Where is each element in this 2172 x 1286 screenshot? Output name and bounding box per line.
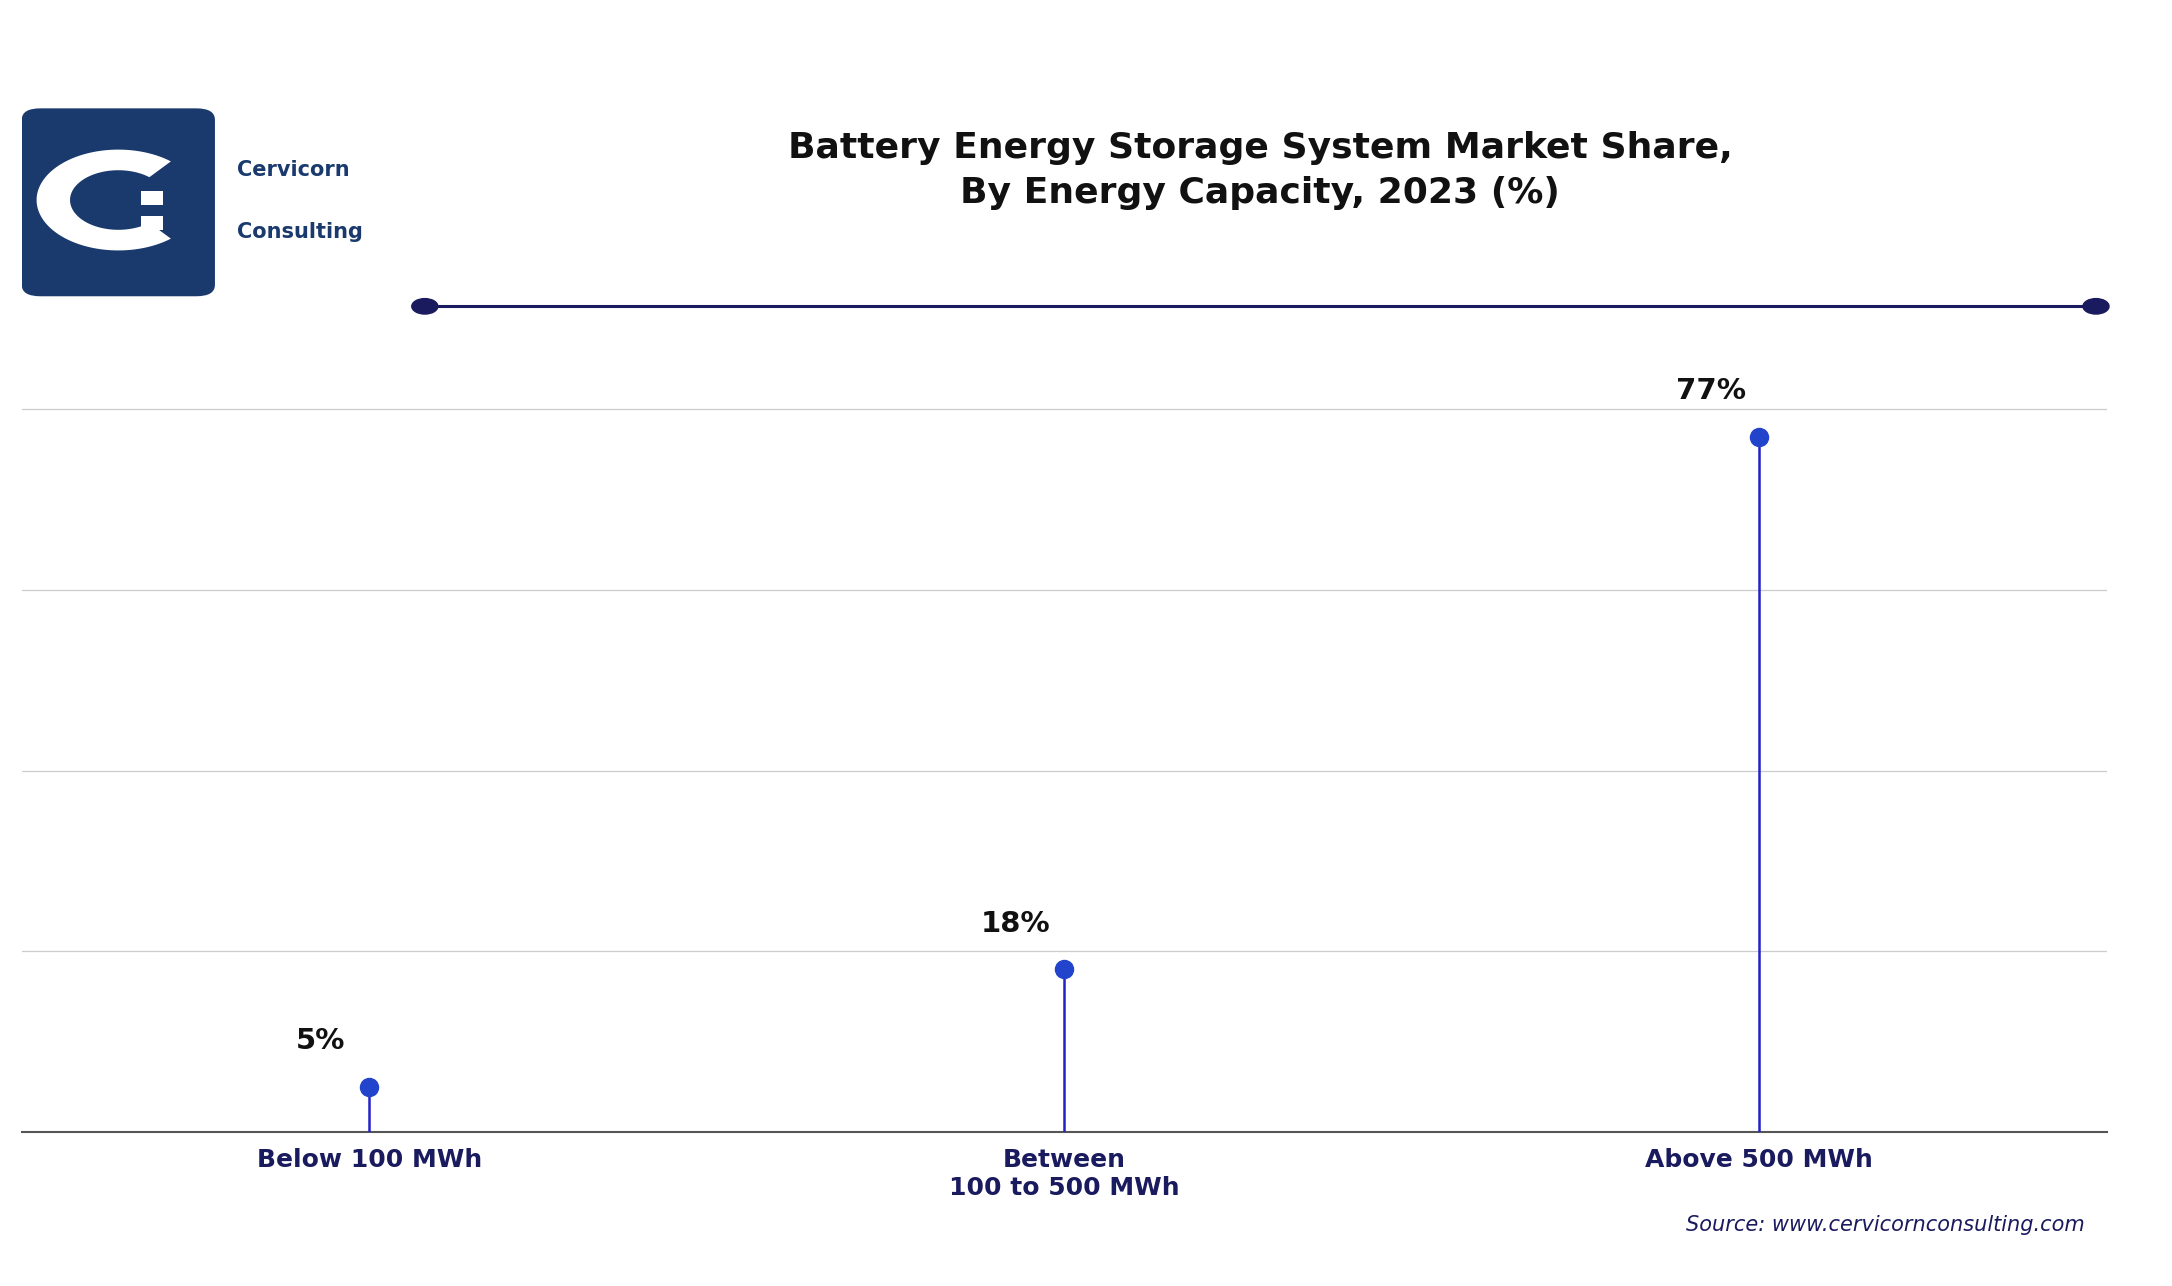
Text: Source: www.cervicornconsulting.com: Source: www.cervicornconsulting.com [1685,1214,2085,1235]
Text: 18%: 18% [982,909,1051,937]
Text: Consulting: Consulting [237,222,363,242]
Text: Battery Energy Storage System Market Share,
By Energy Capacity, 2023 (%): Battery Energy Storage System Market Sha… [788,131,1733,210]
Text: Cervicorn: Cervicorn [237,161,350,180]
Bar [141,216,163,230]
Bar [141,190,163,204]
Text: 5%: 5% [295,1028,345,1055]
FancyBboxPatch shape [22,108,215,296]
Text: 77%: 77% [1675,377,1746,405]
Polygon shape [37,149,172,251]
